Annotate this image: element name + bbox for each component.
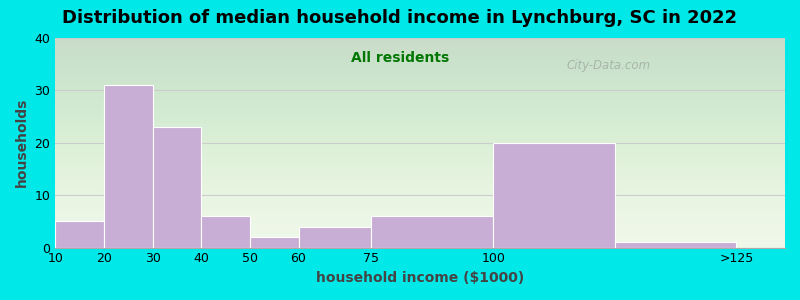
Text: All residents: All residents [351, 51, 449, 65]
Bar [202, 216, 250, 248]
Bar [153, 127, 202, 248]
Bar [298, 226, 371, 248]
Text: Distribution of median household income in Lynchburg, SC in 2022: Distribution of median household income … [62, 9, 738, 27]
Bar [493, 143, 614, 247]
Text: City-Data.com: City-Data.com [566, 59, 650, 72]
Bar [55, 221, 104, 248]
Bar [250, 237, 298, 247]
Bar [371, 216, 493, 248]
X-axis label: household income ($1000): household income ($1000) [316, 271, 524, 285]
Bar [104, 85, 153, 247]
Y-axis label: households: households [15, 98, 29, 188]
Bar [614, 242, 736, 247]
